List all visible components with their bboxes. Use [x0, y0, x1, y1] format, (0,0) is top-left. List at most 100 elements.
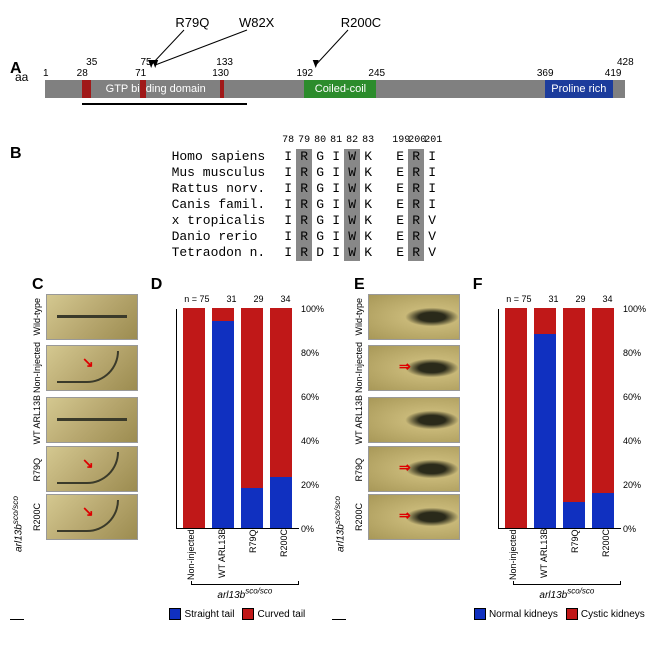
image-row: Wild-type — [32, 294, 143, 340]
domain-segment — [82, 80, 92, 98]
phenotype-arrow-icon: ⇒ — [399, 459, 411, 476]
image-row: Non-Injected⇒ — [354, 342, 465, 393]
aa-tick: 419 — [605, 68, 622, 79]
species-column: Homo sapiensMus musculusRattus norv.Cani… — [172, 133, 281, 261]
y-tick: 60% — [301, 392, 319, 402]
chart-area — [176, 309, 299, 529]
x-label: R79Q — [570, 529, 580, 584]
x-label: Non-injected — [508, 529, 518, 584]
phenotype-arrow-icon: ↘ — [82, 455, 94, 472]
image-row: R200C ⇒ — [354, 494, 465, 540]
kidney-micrograph: ⇒ — [368, 494, 460, 540]
mutation-label: R200C — [341, 15, 381, 30]
alignment-row: IRGIWKERI — [280, 181, 440, 197]
y-tick: 40% — [301, 436, 319, 446]
y-tick: 80% — [301, 348, 319, 358]
x-label: WT ARL13B — [217, 529, 227, 584]
y-tick: 0% — [301, 524, 314, 534]
y-tick: 20% — [623, 480, 641, 490]
tail-micrograph: ↘ — [46, 345, 138, 391]
chart-d-x-labels: Non-injectedWT ARL13BR79QR200C — [176, 529, 299, 584]
aa-tick: 428 — [617, 57, 634, 68]
x-label: WT ARL13B — [539, 529, 549, 584]
panel-c-images: Wild-typeNon-Injected↘WT ARL13BR79Q↘R200… — [32, 294, 143, 540]
y-tick: 100% — [301, 304, 324, 314]
panel-c-column: C Wild-typeNon-Injected↘WT ARL13BR79Q↘R2… — [32, 276, 143, 620]
n-labels: n = 75312934 — [498, 294, 621, 304]
alignment-row: IRGIWKERV — [280, 213, 440, 229]
y-tick: 0% — [623, 524, 636, 534]
aa-tick: 245 — [368, 68, 385, 79]
legend-swatch — [242, 608, 254, 620]
kidney-micrograph — [368, 294, 460, 340]
species-name: x tropicalis — [172, 213, 266, 229]
panel-d-label: D — [151, 276, 324, 294]
aa-tick: 1 — [43, 68, 49, 79]
image-row: R79Q ⇒ — [354, 446, 465, 492]
x-label: R200C — [279, 529, 289, 584]
legend-item: Curved tail — [242, 608, 305, 620]
image-row: Wild-type — [354, 294, 465, 340]
legend-label: Normal kidneys — [489, 609, 558, 620]
lower-panels: arl13bsco/sco C Wild-typeNon-Injected↘WT… — [10, 276, 646, 620]
row-label: R200C — [354, 503, 368, 531]
species-name: Homo sapiens — [172, 149, 266, 165]
mutation-label: R79Q — [175, 15, 209, 30]
group-bracket-right: arl13bsco/sco — [332, 431, 346, 620]
alignment-row: IRGIWKERI — [280, 197, 440, 213]
panel-b-label: B — [10, 145, 22, 163]
legend-swatch — [169, 608, 181, 620]
image-row: R200C ↘ — [32, 494, 143, 540]
phenotype-arrow-icon: ⇒ — [399, 507, 411, 524]
chart-f-x-labels: Non-injectedWT ARL13BR79QR200C — [498, 529, 621, 584]
panel-d-column: D n = 75312934 0% 20% 40% 60% 80% 100% Non-inj… — [151, 276, 324, 620]
bar-segment-blue — [241, 488, 263, 528]
row-label: Non-Injected — [32, 342, 46, 393]
row-label: R79Q — [354, 458, 368, 482]
image-row: Non-Injected↘ — [32, 342, 143, 393]
panel-e-column: E Wild-typeNon-Injected⇒WT ARL13BR79Q⇒R2… — [354, 276, 465, 620]
kidney-micrograph: ⇒ — [368, 446, 460, 492]
row-label: R200C — [32, 503, 46, 531]
x-label: Non-injected — [186, 529, 196, 584]
mutation-arrow — [338, 30, 360, 65]
stacked-bar — [592, 308, 614, 528]
panel-f-column: F n = 753129340%20%40%60%80%100% Non-inj… — [473, 276, 646, 620]
tail-micrograph — [46, 397, 138, 443]
group-bracket-left: arl13bsco/sco — [10, 431, 24, 620]
species-name: Tetraodon n. — [172, 245, 266, 261]
row-label: Non-Injected — [354, 342, 368, 393]
chart-d-bracket: arl13bsco/sco — [191, 584, 299, 603]
row-label: R79Q — [32, 458, 46, 482]
panel-b-alignment: Homo sapiensMus musculusRattus norv.Cani… — [172, 133, 441, 261]
bar-segment-blue — [563, 502, 585, 528]
aa-tick: 75 — [141, 57, 152, 68]
aa-tick: 35 — [86, 57, 97, 68]
chart-f-stacked-bar: n = 753129340%20%40%60%80%100% — [473, 294, 646, 529]
row-label: Wild-type — [354, 298, 368, 336]
stacked-bar — [534, 308, 556, 528]
aa-prefix: aa — [15, 70, 28, 84]
y-tick: 20% — [301, 480, 319, 490]
bar-segment-blue — [270, 477, 292, 528]
row-label: WT ARL13B — [354, 395, 368, 444]
n-labels: n = 75312934 — [176, 294, 299, 304]
bar-segment-red — [212, 308, 234, 321]
tail-micrograph: ↘ — [46, 494, 138, 540]
aa-tick: 192 — [296, 68, 313, 79]
protein-domain-bar: GTP binding domainCoiled-coilProline ric… — [45, 80, 625, 98]
panel-e-images: Wild-typeNon-Injected⇒WT ARL13BR79Q⇒R200… — [354, 294, 465, 540]
bar-segment-blue — [212, 321, 234, 528]
panel-f-label: F — [473, 276, 646, 294]
aa-tick: 28 — [77, 68, 88, 79]
stacked-bar — [212, 308, 234, 528]
domain-segment — [140, 80, 145, 98]
y-tick: 60% — [623, 392, 641, 402]
species-name: Mus musculus — [172, 165, 266, 181]
stacked-bar — [505, 308, 527, 528]
domain-segment: Proline rich — [545, 80, 613, 98]
kidney-micrograph — [368, 397, 460, 443]
image-row: WT ARL13B — [354, 395, 465, 444]
tail-micrograph: ↘ — [46, 446, 138, 492]
phenotype-arrow-icon: ↘ — [82, 503, 94, 520]
